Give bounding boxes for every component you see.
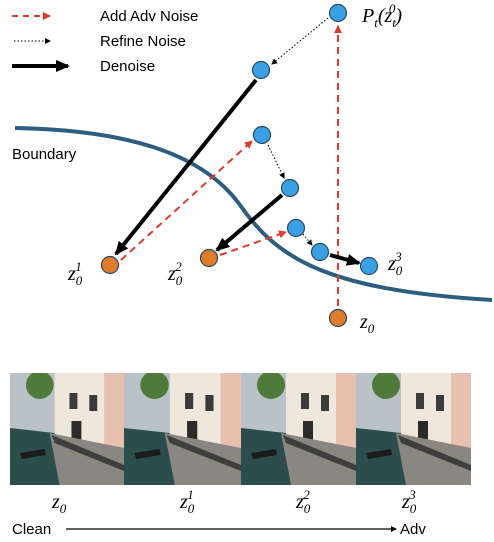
strip-end: Adv xyxy=(400,521,426,538)
math-part: z xyxy=(359,311,368,333)
math-part: 0 xyxy=(60,501,67,516)
legend-denoise: Denoise xyxy=(100,58,155,75)
math-label: z0 xyxy=(359,311,375,336)
legend-adv: Add Adv Noise xyxy=(100,8,198,25)
math-part: 0 xyxy=(396,263,403,278)
math-part: 1 xyxy=(187,487,194,502)
node xyxy=(288,220,305,237)
node xyxy=(201,250,218,267)
node xyxy=(253,62,270,79)
math-part: P xyxy=(361,5,374,27)
refine-arrow xyxy=(268,145,284,178)
math-label: z01 xyxy=(67,259,83,288)
node xyxy=(282,180,299,197)
math-label: z02 xyxy=(167,259,183,288)
math-part: 0 xyxy=(188,501,195,516)
math-part: 0 xyxy=(410,501,417,516)
math-part: 0 xyxy=(76,273,83,288)
node xyxy=(102,257,119,274)
denoise-arrow xyxy=(330,255,359,263)
math-part: ) xyxy=(394,5,402,27)
math-part: 1 xyxy=(75,259,82,274)
math-part: 3 xyxy=(394,249,402,264)
nodes xyxy=(102,5,378,327)
math-label: Pt(zt0) xyxy=(361,1,402,30)
strip-label: z03 xyxy=(401,487,417,516)
image xyxy=(241,371,356,485)
math-part: 0 xyxy=(304,501,311,516)
strip-label: z01 xyxy=(179,487,195,516)
strip-label: z0 xyxy=(51,491,67,516)
node xyxy=(330,5,347,22)
node xyxy=(330,310,347,327)
figure: Add Adv Noise Refine Noise Denoise Bound… xyxy=(0,0,494,542)
legend-refine: Refine Noise xyxy=(100,33,186,50)
math-part: 0 xyxy=(368,321,375,336)
denoise-arrow xyxy=(116,80,256,254)
strip-label: z02 xyxy=(295,487,311,516)
math-part: 2 xyxy=(175,259,182,274)
boundary-label: Boundary xyxy=(12,146,77,163)
image xyxy=(124,371,241,485)
math-part: 2 xyxy=(303,487,310,502)
math-part: 0 xyxy=(176,273,183,288)
math-part: z xyxy=(51,491,60,513)
image xyxy=(10,371,124,485)
boundary-curve xyxy=(15,128,492,300)
refine-arrow xyxy=(272,18,328,64)
node xyxy=(312,244,329,261)
math-part: 3 xyxy=(408,487,416,502)
node xyxy=(254,127,271,144)
node xyxy=(361,258,378,275)
refine-arrow xyxy=(303,234,312,245)
strip-start: Clean xyxy=(12,521,51,538)
image xyxy=(356,371,471,485)
math-label: z03 xyxy=(387,249,403,278)
